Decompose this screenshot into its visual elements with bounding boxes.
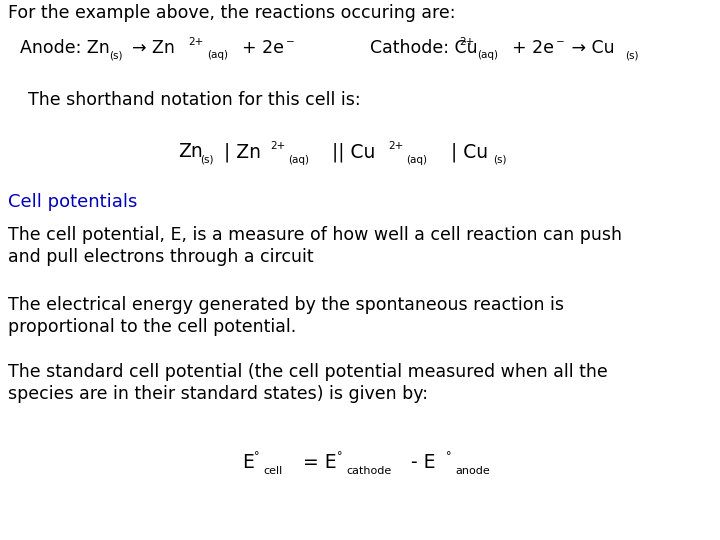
Text: (aq): (aq): [406, 155, 427, 165]
Text: and pull electrons through a circuit: and pull electrons through a circuit: [8, 248, 314, 266]
Text: °: °: [254, 451, 259, 461]
Text: (aq): (aq): [477, 50, 498, 60]
Text: = E: = E: [297, 453, 337, 472]
Text: (aq): (aq): [207, 50, 228, 60]
Text: (aq): (aq): [288, 155, 309, 165]
Text: −: −: [286, 37, 294, 47]
Text: Cathode: Cu: Cathode: Cu: [370, 39, 477, 57]
Text: - E: - E: [405, 453, 436, 472]
Text: The standard cell potential (the cell potential measured when all the: The standard cell potential (the cell po…: [8, 363, 608, 381]
Text: E: E: [242, 453, 254, 472]
Text: °: °: [446, 451, 451, 461]
Text: Cell potentials: Cell potentials: [8, 193, 138, 211]
Text: The cell potential, E, is a measure of how well a cell reaction can push: The cell potential, E, is a measure of h…: [8, 226, 622, 244]
Text: 2+: 2+: [188, 37, 203, 47]
Text: (s): (s): [200, 155, 214, 165]
Text: (s): (s): [625, 50, 639, 60]
Text: proportional to the cell potential.: proportional to the cell potential.: [8, 318, 296, 336]
Text: cathode: cathode: [346, 466, 391, 476]
Text: The electrical energy generated by the spontaneous reaction is: The electrical energy generated by the s…: [8, 296, 564, 314]
Text: Zn: Zn: [178, 142, 203, 161]
Text: 2+: 2+: [270, 141, 285, 151]
Text: 2+: 2+: [388, 141, 403, 151]
Text: The shorthand notation for this cell is:: The shorthand notation for this cell is:: [28, 91, 361, 109]
Text: (s): (s): [109, 50, 122, 60]
Text: + 2e: + 2e: [512, 39, 554, 57]
Text: | Cu: | Cu: [445, 142, 488, 161]
Text: anode: anode: [455, 466, 490, 476]
Text: (s): (s): [493, 155, 506, 165]
Text: For the example above, the reactions occuring are:: For the example above, the reactions occ…: [8, 4, 456, 22]
Text: °: °: [337, 451, 343, 461]
Text: Anode: Zn: Anode: Zn: [20, 39, 109, 57]
Text: || Cu: || Cu: [326, 142, 375, 161]
Text: → Cu: → Cu: [566, 39, 615, 57]
Text: 2+: 2+: [459, 37, 474, 47]
Text: species are in their standard states) is given by:: species are in their standard states) is…: [8, 385, 428, 403]
Text: −: −: [556, 37, 564, 47]
Text: cell: cell: [263, 466, 282, 476]
Text: | Zn: | Zn: [218, 142, 261, 161]
Text: → Zn: → Zn: [132, 39, 175, 57]
Text: + 2e: + 2e: [242, 39, 284, 57]
